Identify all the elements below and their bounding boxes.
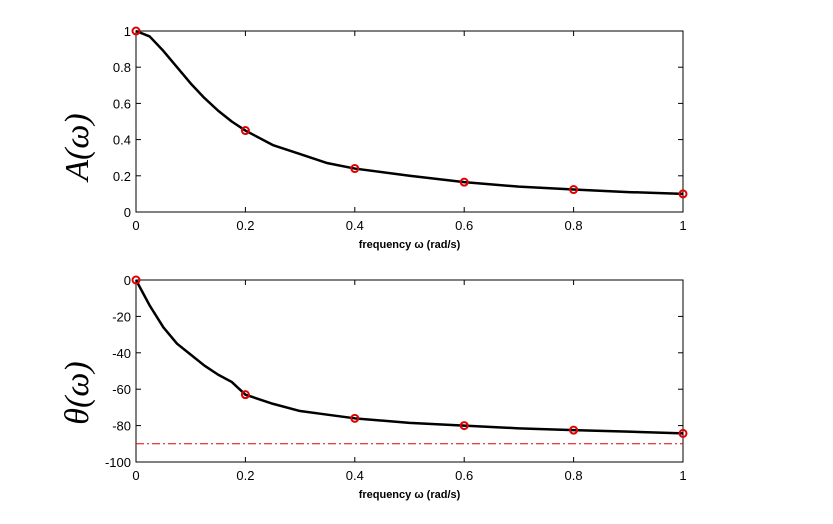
amplitude-y-axis-label: A(ω) [59,113,96,182]
amplitude-y-tick-label: 0 [124,205,131,220]
phase-x-tick-label: 0.6 [455,468,473,483]
amplitude-data-marker [459,177,469,187]
phase-data-marker [569,425,579,435]
amplitude-axes-frame [135,30,684,213]
phase-x-tick-label: 0.2 [236,468,254,483]
phase-x-tick-label: 1 [679,468,686,483]
amplitude-x-tick-label: 0.6 [455,218,473,233]
amplitude-y-tick-label: 0.4 [113,133,131,148]
phase-y-tick-label: 0 [124,273,131,288]
phase-data-marker [131,275,141,285]
phase-data-marker [678,428,688,438]
amplitude-x-tick-label: 0.2 [236,218,254,233]
amplitude-data-marker [569,185,579,195]
amplitude-plot: 0 0.2 0.4 0.6 0.8 1 0 0.2 0.4 0.6 0.8 1 frequency ω … [59,24,688,251]
phase-data-marker [459,421,469,431]
phase-y-tick-label: -60 [112,382,131,397]
phase-y-axis-label: θ(ω) [59,361,96,424]
phase-data-marker [240,390,250,400]
phase-y-tick-label: -80 [112,419,131,434]
phase-y-tick-label: -20 [112,309,131,324]
amplitude-x-tick-label: 0.4 [346,218,364,233]
amplitude-y-tick-label: 0.2 [113,169,131,184]
phase-y-tick-label: -100 [105,455,131,470]
phase-x-tick-label: 0.4 [346,468,364,483]
phase-plot: 0 0.2 0.4 0.6 0.8 1 -100 -80 -60 -40 -20 0 frequency… [59,273,688,501]
amplitude-data-marker [350,164,360,174]
amplitude-y-tick-label: 1 [124,24,131,39]
phase-x-tick-label: 0 [132,468,139,483]
phase-curve [134,279,684,435]
amplitude-y-tick-label: 0.6 [113,96,131,111]
amplitude-x-tick-label: 1 [679,218,686,233]
amplitude-data-marker [240,126,250,136]
phase-y-tick-label: -40 [112,346,131,361]
amplitude-x-tick-label: 0 [132,218,139,233]
amplitude-x-axis-label: frequency ω (rad/s) [359,239,461,251]
amplitude-data-marker [131,26,141,36]
phase-data-marker [350,413,360,423]
amplitude-y-tick-label: 0.8 [113,60,131,75]
phase-axes-frame [135,279,684,463]
amplitude-x-tick-label: 0.8 [565,218,583,233]
phase-x-axis-label: frequency ω (rad/s) [359,489,461,501]
amplitude-curve [135,29,684,196]
amplitude-data-marker [678,189,688,199]
phase-x-tick-label: 0.8 [565,468,583,483]
